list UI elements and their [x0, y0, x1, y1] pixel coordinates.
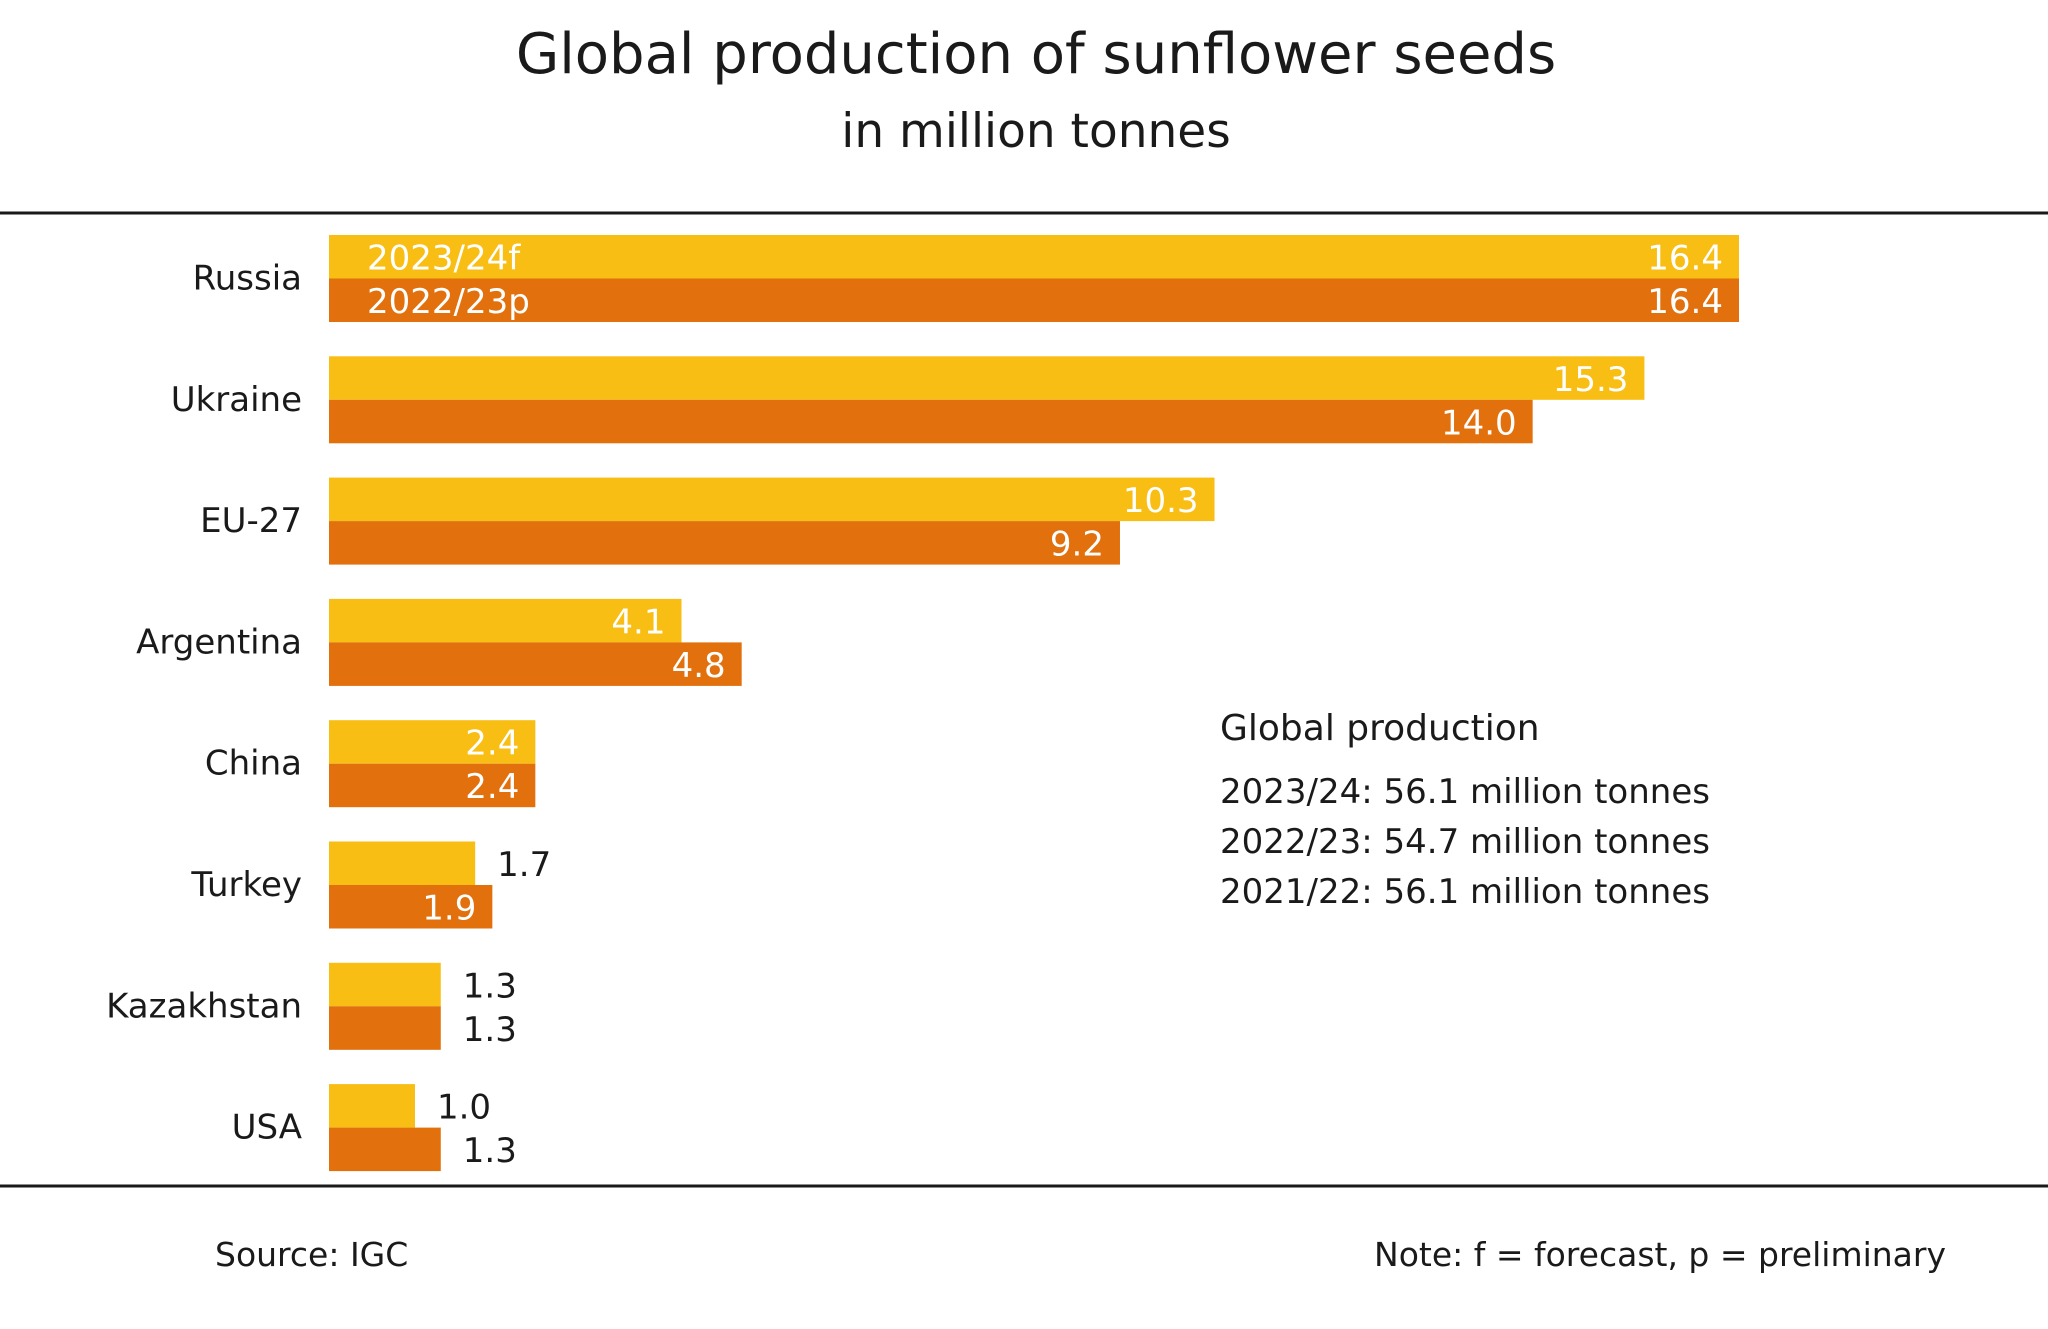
category-label-ukraine: Ukraine: [171, 380, 302, 420]
value-label-ukraine-2022-23p: 14.0: [1441, 403, 1517, 443]
bar-argentina-2022-23p: [329, 642, 742, 686]
bar-china-2023-24f: [329, 720, 536, 764]
bars-group: Russia 16.4 2023/24f 16.4 2022/23p Ukraine 15.…: [106, 235, 1739, 1172]
value-label-russia-2022-23p: 16.4: [1647, 282, 1723, 322]
value-label-russia-2023-24f: 16.4: [1647, 239, 1723, 279]
global-production-line-2022-23: 2022/23: 54.7 million tonnes: [1220, 822, 1710, 862]
category-label-eu-27: EU-27: [200, 501, 302, 541]
chart-title: Global production of sunflower seeds: [515, 22, 1557, 87]
legend-label-2023-24f: 2023/24f: [367, 239, 521, 279]
global-production-box: Global production 2023/24: 56.1 million …: [1220, 708, 1710, 917]
category-label-kazakhstan: Kazakhstan: [106, 986, 302, 1026]
chart-subtitle: in million tonnes: [841, 104, 1231, 159]
value-label-usa-2022-23p: 1.3: [463, 1131, 517, 1171]
bar-usa-2022-23p: [329, 1127, 441, 1172]
value-label-turkey-2023-24f: 1.7: [497, 845, 551, 885]
value-label-china-2023-24f: 2.4: [465, 724, 519, 764]
bar-russia-2023-24f: [329, 235, 1739, 279]
global-production-line-2021-22: 2021/22: 56.1 million tonnes: [1220, 872, 1710, 912]
bar-kazakhstan-2022-23p: [329, 1006, 441, 1050]
value-label-eu-27-2023-24f: 10.3: [1123, 481, 1199, 521]
bar-turkey-2022-23p: [329, 885, 493, 929]
global-production-line-2023-24: 2023/24: 56.1 million tonnes: [1220, 772, 1710, 812]
value-label-kazakhstan-2023-24f: 1.3: [463, 966, 517, 1006]
legend-label-2022-23p: 2022/23p: [367, 282, 530, 322]
source-note: Source: IGC: [215, 1235, 409, 1274]
value-label-eu-27-2022-23p: 9.2: [1050, 525, 1104, 565]
value-label-argentina-2022-23p: 4.8: [672, 646, 726, 686]
category-label-argentina: Argentina: [136, 622, 302, 662]
bar-eu-27-2023-24f: [329, 477, 1215, 522]
value-label-kazakhstan-2022-23p: 1.3: [463, 1010, 517, 1050]
value-label-china-2022-23p: 2.4: [465, 767, 519, 807]
value-label-ukraine-2023-24f: 15.3: [1553, 360, 1629, 400]
bar-usa-2023-24f: [329, 1084, 415, 1128]
value-label-usa-2023-24f: 1.0: [437, 1088, 491, 1128]
bar-argentina-2023-24f: [329, 598, 682, 643]
bar-kazakhstan-2023-24f: [329, 962, 441, 1007]
value-label-turkey-2022-23p: 1.9: [422, 889, 476, 929]
bar-ukraine-2022-23p: [329, 399, 1533, 444]
global-production-heading: Global production: [1220, 708, 1540, 749]
footnote: Note: f = forecast, p = preliminary: [1374, 1235, 1946, 1274]
category-label-russia: Russia: [193, 259, 302, 299]
bar-turkey-2023-24f: [329, 841, 476, 885]
bar-russia-2022-23p: [329, 278, 1739, 322]
category-label-china: China: [205, 744, 302, 784]
category-label-turkey: Turkey: [190, 865, 302, 905]
bar-ukraine-2023-24f: [329, 356, 1645, 400]
value-label-argentina-2023-24f: 4.1: [611, 602, 665, 642]
category-label-usa: USA: [232, 1108, 302, 1148]
bar-china-2022-23p: [329, 763, 536, 808]
bar-eu-27-2022-23p: [329, 521, 1120, 565]
